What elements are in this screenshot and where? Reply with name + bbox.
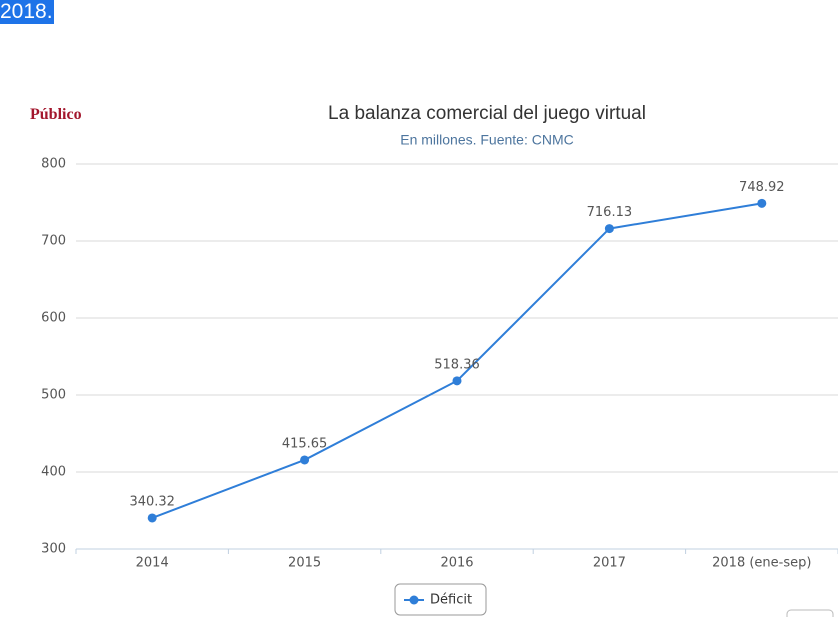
y-tick-label: 800 — [41, 157, 66, 172]
legend-symbol — [409, 595, 419, 605]
value-label: 716.13 — [587, 205, 633, 220]
data-point — [452, 376, 462, 386]
data-point — [757, 198, 767, 208]
legend-box — [394, 583, 487, 616]
value-label: 340.32 — [129, 494, 175, 509]
y-tick-label: 700 — [41, 234, 66, 249]
x-tick-label: 2015 — [288, 556, 321, 571]
x-tick-label: 2018 (ene-sep) — [712, 556, 811, 571]
y-tick-label: 300 — [41, 542, 66, 557]
chart-title: La balanza comercial del juego virtual — [328, 103, 646, 124]
chart-subtitle: En millones. Fuente: CNMC — [400, 132, 574, 148]
value-label: 518.36 — [434, 357, 480, 372]
data-point — [147, 513, 157, 523]
menu-button[interactable] — [786, 609, 834, 617]
x-tick-label: 2014 — [136, 556, 169, 571]
selected-text[interactable]: 2018. — [0, 0, 54, 24]
brand-logo[interactable]: Público — [30, 106, 82, 123]
legend[interactable]: Déficit — [394, 583, 487, 616]
data-point — [604, 224, 614, 234]
value-label: 415.65 — [282, 436, 328, 451]
y-tick-label: 600 — [41, 311, 66, 326]
data-point — [300, 455, 310, 465]
legend-label[interactable]: Déficit — [430, 593, 472, 608]
value-label: 748.92 — [739, 180, 785, 195]
y-tick-label: 500 — [41, 388, 66, 403]
x-tick-label: 2017 — [593, 556, 626, 571]
x-tick-label: 2016 — [440, 556, 473, 571]
y-tick-label: 400 — [41, 465, 66, 480]
